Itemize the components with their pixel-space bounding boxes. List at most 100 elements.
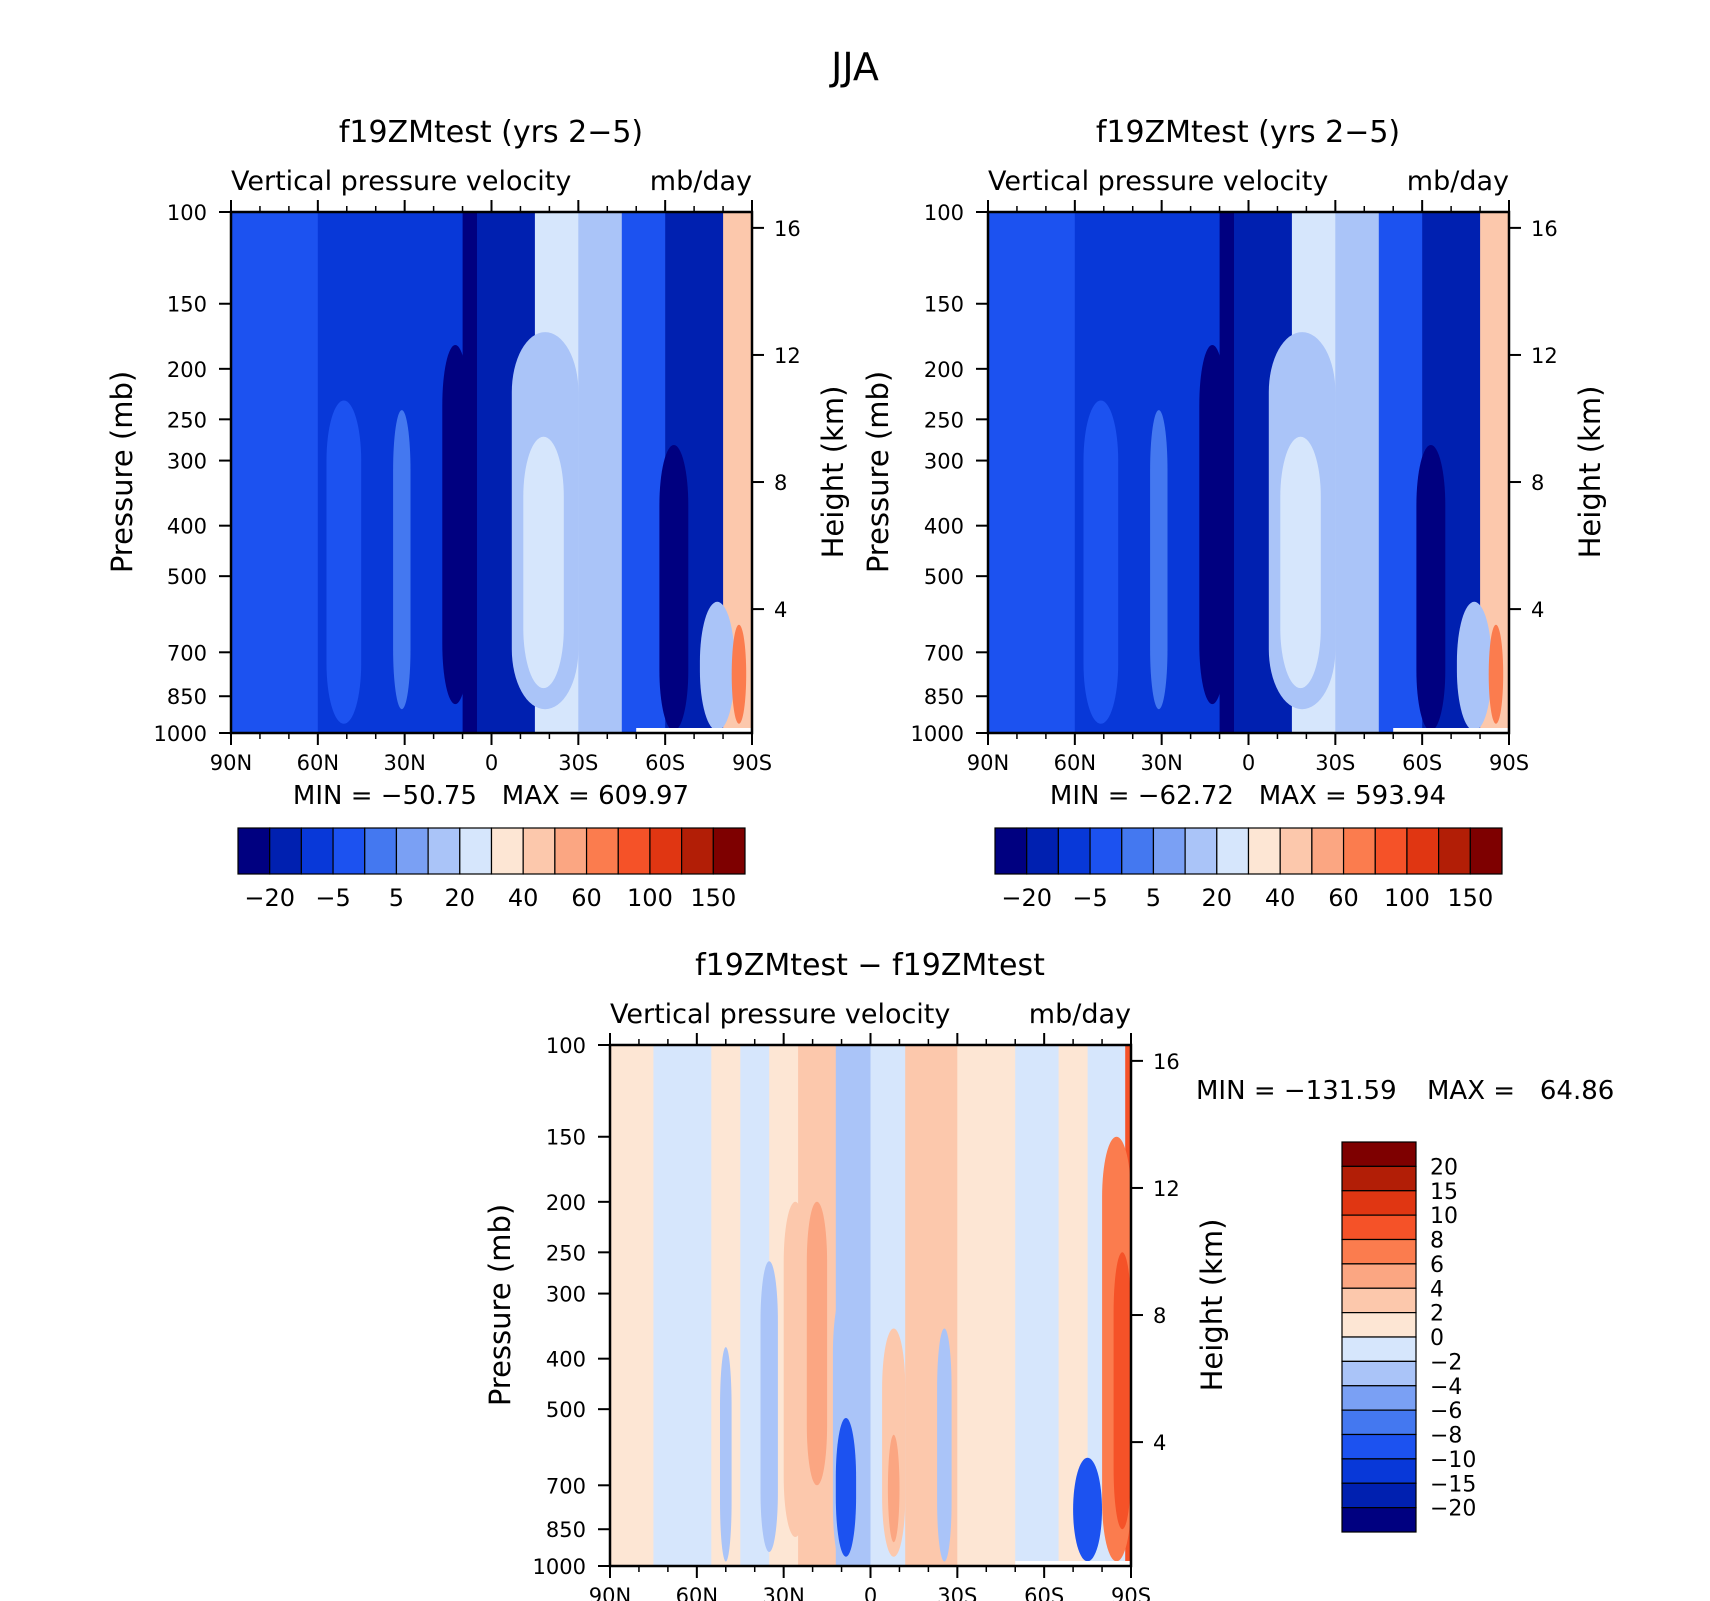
y2-tick-label: 4 bbox=[1153, 1431, 1166, 1455]
panel-2-stats: MIN = −62.72 MAX = 593.94 bbox=[1050, 781, 1446, 811]
contour-band bbox=[957, 1045, 1016, 1566]
colorbar-tick-label: 20 bbox=[445, 884, 476, 912]
colorbar-swatch bbox=[522, 827, 556, 875]
y-tick-label: 850 bbox=[167, 685, 207, 709]
panel-2-colorbar bbox=[994, 827, 1503, 875]
colorbar-tick-label: 5 bbox=[1146, 884, 1161, 912]
y-tick-label: 250 bbox=[924, 408, 964, 432]
y-tick-label: 1000 bbox=[911, 722, 964, 746]
contour-band bbox=[274, 212, 319, 733]
x-tick-label: 0 bbox=[1242, 751, 1255, 775]
colorbar-swatch bbox=[1026, 827, 1059, 875]
x-tick-label: 30N bbox=[1140, 751, 1182, 775]
y2-tick-label: 12 bbox=[1153, 1177, 1180, 1201]
x-tick-label: 30S bbox=[558, 751, 598, 775]
panel-1-stats: MIN = −50.75 MAX = 609.97 bbox=[293, 781, 689, 811]
x-tick-label: 60N bbox=[1054, 751, 1096, 775]
y2-tick-label: 16 bbox=[774, 217, 801, 241]
colorbar-tick-label: 40 bbox=[508, 884, 539, 912]
colorbar-swatch bbox=[1341, 1214, 1417, 1241]
contour-band bbox=[231, 212, 275, 733]
contour-band bbox=[988, 212, 1032, 733]
colorbar-swatch bbox=[1311, 827, 1345, 875]
y-tick-label: 150 bbox=[924, 293, 964, 317]
y-tick-label: 850 bbox=[924, 685, 964, 709]
x-tick-label: 0 bbox=[485, 751, 498, 775]
y-tick-label: 150 bbox=[546, 1126, 586, 1150]
colorbar-tick-label: −4 bbox=[1430, 1375, 1462, 1400]
colorbar-tick-label: −5 bbox=[315, 884, 350, 912]
y-tick-label: 100 bbox=[546, 1034, 586, 1058]
panel-3-y-axis: 100 150 200 250 300 400 500 700 850 1000 bbox=[533, 1034, 610, 1579]
colorbar-swatch bbox=[1341, 1238, 1417, 1265]
colorbar-swatch bbox=[1438, 827, 1471, 875]
y-tick-label: 500 bbox=[546, 1398, 586, 1422]
colorbar-swatch bbox=[1341, 1385, 1417, 1411]
colorbar-swatch bbox=[1341, 1287, 1417, 1314]
colorbar-swatch bbox=[1216, 827, 1250, 875]
contour-band bbox=[621, 212, 666, 733]
y-tick-label: 100 bbox=[924, 201, 964, 225]
colorbar-tick-label: 60 bbox=[571, 884, 602, 912]
contour-band bbox=[653, 1045, 712, 1566]
contour-core bbox=[1280, 436, 1321, 689]
panel-3-subtitle-left: Vertical pressure velocity bbox=[610, 999, 950, 1030]
colorbar-swatch bbox=[1341, 1360, 1417, 1387]
y-tick-label: 500 bbox=[924, 565, 964, 589]
contour-core bbox=[1488, 624, 1504, 724]
contour-band bbox=[610, 1045, 654, 1566]
contour-core bbox=[1416, 445, 1446, 731]
y-tick-label: 700 bbox=[546, 1474, 586, 1498]
colorbar-swatch bbox=[681, 827, 714, 875]
colorbar-swatch bbox=[1152, 827, 1186, 875]
y2-tick-label: 12 bbox=[774, 344, 801, 368]
y-tick-label: 400 bbox=[924, 515, 964, 539]
contour-core bbox=[699, 601, 735, 731]
colorbar-tick-label: 8 bbox=[1430, 1229, 1444, 1254]
contour-band bbox=[1031, 212, 1076, 733]
colorbar-tick-label: −8 bbox=[1430, 1424, 1462, 1449]
missing-data-mask bbox=[636, 728, 752, 733]
panel-1-colorbar bbox=[237, 827, 746, 875]
x-tick-label: 60S bbox=[1402, 751, 1442, 775]
x-tick-label: 90N bbox=[589, 1584, 631, 1601]
colorbar-swatch bbox=[332, 827, 366, 875]
missing-data-mask bbox=[1393, 728, 1509, 733]
panel-1-y-axis: 100 150 200 250 300 400 500 700 850 1000 bbox=[154, 201, 231, 746]
panel-1-y2label: Height (km) bbox=[816, 386, 850, 559]
colorbar-swatch bbox=[1247, 827, 1281, 875]
y-tick-label: 100 bbox=[167, 201, 207, 225]
colorbar-tick-label: 60 bbox=[1328, 884, 1359, 912]
y2-tick-label: 4 bbox=[1531, 598, 1544, 622]
panel-2-y-axis: 100 150 200 250 300 400 500 700 850 1000 bbox=[911, 201, 988, 746]
contour-core bbox=[523, 436, 564, 689]
contour-core bbox=[442, 345, 469, 705]
colorbar-swatch bbox=[1184, 827, 1218, 875]
panel-2: f19ZMtest (yrs 2−5) Vertical pressure ve… bbox=[861, 115, 1607, 912]
panel-3: f19ZMtest − f19ZMtest Vertical pressure … bbox=[483, 948, 1614, 1601]
panel-1-subtitle-left: Vertical pressure velocity bbox=[231, 166, 571, 197]
contour-core bbox=[806, 1201, 828, 1486]
page-title: JJA bbox=[829, 45, 879, 89]
x-tick-label: 90S bbox=[1489, 751, 1529, 775]
colorbar-swatch bbox=[237, 827, 271, 875]
colorbar-tick-label: 150 bbox=[690, 884, 736, 912]
colorbar-swatch bbox=[1374, 827, 1408, 875]
contour-core bbox=[393, 410, 411, 710]
panel-3-y2label: Height (km) bbox=[1195, 1219, 1229, 1392]
colorbar-swatch bbox=[554, 827, 588, 875]
colorbar-swatch bbox=[1341, 1507, 1417, 1533]
colorbar-swatch bbox=[1469, 827, 1503, 875]
x-tick-label: 30N bbox=[762, 1584, 804, 1601]
colorbar-tick-label: 15 bbox=[1430, 1180, 1458, 1205]
contour-core bbox=[659, 445, 689, 731]
contour-core bbox=[937, 1328, 952, 1562]
y-tick-label: 1000 bbox=[533, 1555, 586, 1579]
x-tick-label: 90N bbox=[210, 751, 252, 775]
colorbar-tick-label: 2 bbox=[1430, 1302, 1444, 1327]
colorbar-swatch bbox=[1342, 827, 1376, 875]
y-tick-label: 400 bbox=[546, 1348, 586, 1372]
y-tick-label: 700 bbox=[924, 641, 964, 665]
colorbar-swatch bbox=[1406, 827, 1440, 875]
